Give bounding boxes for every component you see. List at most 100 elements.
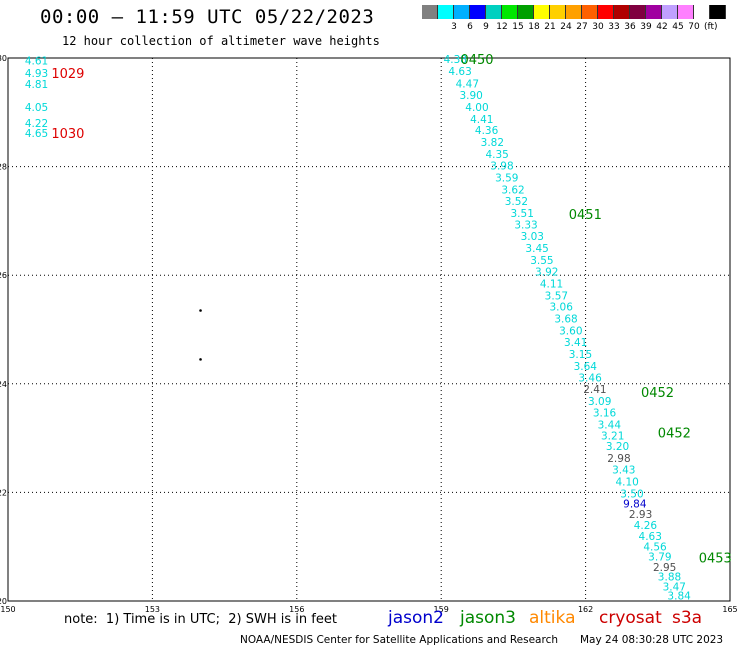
swh-value-label: 3.60 [559, 326, 582, 338]
swh-value-label: 4.10 [615, 477, 638, 489]
swh-value-label: 3.50 [620, 488, 643, 500]
credit-text: NOAA/NESDIS Center for Satellite Applica… [240, 634, 558, 646]
swh-value-label: 4.36 [475, 125, 499, 137]
colorbar-label: 21 [544, 22, 556, 32]
swh-value-label: 3.68 [554, 314, 577, 326]
swh-value-label: 4.93 [25, 68, 48, 80]
swh-value-label: 3.15 [569, 349, 592, 361]
colorbar-label: 42 [656, 22, 668, 32]
swh-value-label: 3.88 [658, 572, 681, 584]
colorbar-swatch [534, 5, 550, 19]
colorbar-label: 18 [528, 22, 540, 32]
swh-value-label: 4.35 [485, 149, 508, 161]
colorbar-label: 6 [467, 22, 473, 32]
colorbar-label: 15 [512, 22, 524, 32]
swh-value-label: 3.59 [495, 172, 518, 184]
swh-value-label: 4.81 [25, 79, 48, 91]
swh-value-label: 3.79 [648, 551, 671, 563]
x-tick-label: 159 [434, 605, 449, 614]
swh-value-label: 2.98 [607, 453, 630, 465]
satellite-label-s3a: s3a [672, 608, 703, 628]
colorbar-label: 33 [608, 22, 620, 32]
pass-time-label: 0452 [641, 386, 674, 401]
swh-value-label: 3.33 [514, 220, 537, 232]
swh-value-label: 4.56 [643, 542, 667, 554]
colorbar-label: 24 [560, 22, 572, 32]
x-tick-label: 153 [145, 605, 160, 614]
satellite-label-jason2: jason2 [388, 608, 444, 628]
colorbar-label: 3 [451, 22, 457, 32]
y-tick-label: 20 [0, 597, 7, 606]
swh-value-label: 3.55 [530, 255, 553, 267]
swh-value-label: 4.22 [25, 118, 48, 130]
swh-value-label: 4.65 [25, 128, 48, 140]
swh-value-label: 4.00 [465, 102, 488, 114]
colorbar-swatch [550, 5, 566, 19]
colorbar-swatch [614, 5, 630, 19]
colorbar-swatch [502, 5, 518, 19]
swh-value-label: 9.84 [623, 498, 647, 510]
colorbar-swatch [454, 5, 470, 19]
colorbar-swatch [662, 5, 678, 19]
swh-value-label: 3.92 [535, 266, 558, 278]
swh-value-label: 4.61 [25, 56, 48, 68]
y-tick-label: 30 [0, 54, 7, 63]
colorbar-label: 9 [483, 22, 489, 32]
colorbar-swatch [470, 5, 486, 19]
y-tick-label: 26 [0, 271, 7, 280]
swh-value-label: 3.20 [606, 441, 629, 453]
swh-value-label: 3.16 [593, 408, 617, 420]
colorbar-swatch [518, 5, 534, 19]
swh-value-label: 4.63 [639, 531, 662, 543]
swh-value-label: 3.57 [545, 290, 568, 302]
plot-frame [7, 57, 731, 602]
swh-value-label: 4.11 [540, 278, 563, 290]
swh-value-label: 4.38 [444, 54, 467, 66]
swh-value-label: 4.26 [634, 520, 658, 532]
colorbar-swatch [582, 5, 598, 19]
swh-value-label: 4.41 [470, 114, 493, 126]
swh-value-label: 3.51 [511, 208, 534, 220]
colorbar-swatch [486, 5, 502, 19]
swh-value-label: 3.52 [505, 196, 528, 208]
swh-value-label: 4.47 [456, 79, 479, 91]
swh-value-label: 3.98 [490, 161, 513, 173]
x-tick-label: 156 [289, 605, 304, 614]
pass-time-label: 0452 [658, 427, 691, 442]
colorbar-unit: (ft) [704, 22, 718, 32]
data-dot [199, 309, 202, 312]
swh-value-label: 2.41 [583, 384, 606, 396]
colorbar-label: 70 [688, 22, 700, 32]
swh-value-label: 3.84 [667, 591, 691, 603]
swh-value-label: 3.46 [578, 372, 602, 384]
colorbar-label: 36 [624, 22, 636, 32]
colorbar-swatch [710, 5, 726, 19]
pass-time-label: 0453 [699, 552, 732, 567]
colorbar-label: 12 [496, 22, 508, 32]
colorbar-label: 45 [672, 22, 684, 32]
swh-value-label: 3.90 [459, 90, 482, 102]
colorbar-swatch [438, 5, 454, 19]
swh-value-label: 3.43 [612, 465, 635, 477]
satellite-label-jason3: jason3 [460, 608, 516, 628]
colorbar-swatch [630, 5, 646, 19]
pass-time-label: 0451 [569, 208, 602, 223]
satellite-label-cryosat: cryosat [599, 608, 662, 628]
swh-value-label: 3.44 [598, 420, 622, 432]
colorbar-swatch [678, 5, 694, 19]
pass-time-label: 0450 [460, 53, 493, 68]
page-subtitle: 12 hour collection of altimeter wave hei… [62, 34, 380, 48]
colorbar-swatch [694, 5, 710, 19]
y-tick-label: 24 [0, 380, 7, 389]
page-title: 00:00 – 11:59 UTC 05/22/2023 [40, 6, 375, 28]
satellite-label-altika: altika [529, 608, 576, 628]
colorbar-label: 39 [640, 22, 652, 32]
data-dot [199, 358, 202, 361]
swh-value-label: 2.95 [653, 562, 676, 574]
swh-value-label: 4.63 [448, 66, 471, 78]
swh-value-label: 4.05 [25, 102, 48, 114]
colorbar-swatch [422, 5, 438, 19]
swh-value-label: 3.64 [574, 361, 598, 373]
swh-value-label: 2.93 [629, 509, 652, 521]
